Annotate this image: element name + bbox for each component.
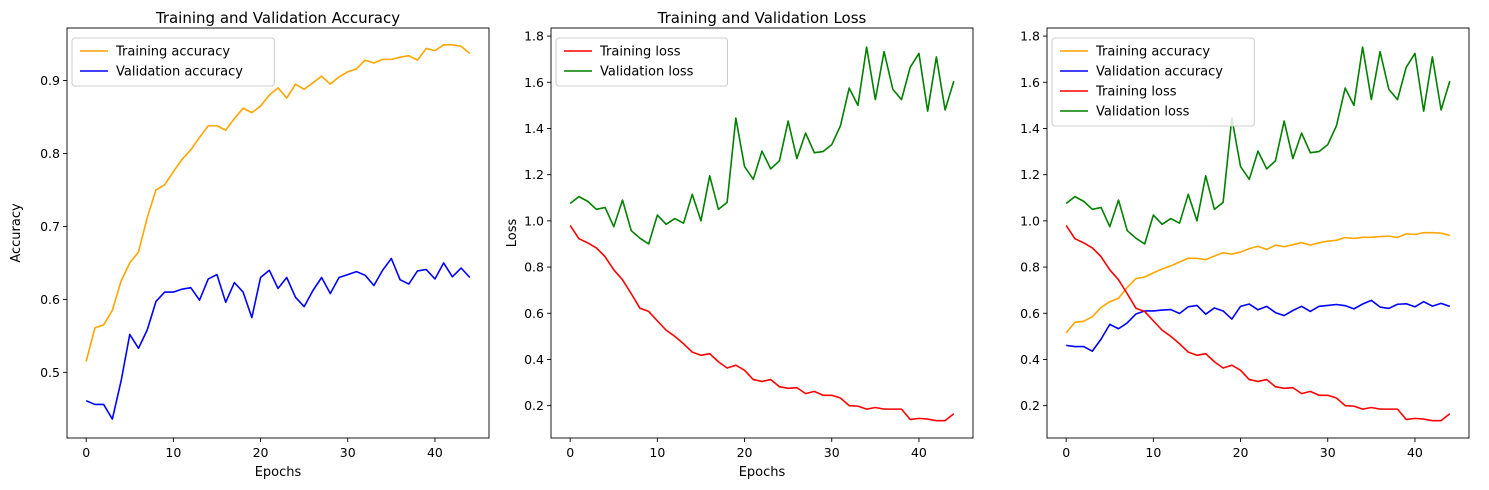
x-tick-label: 20 — [737, 445, 753, 460]
legend-label: Training loss — [599, 45, 681, 60]
plot-frame — [550, 27, 974, 439]
y-tick-label: 0.8 — [40, 146, 60, 161]
series-layer — [1065, 46, 1451, 422]
legend-frame — [71, 37, 275, 87]
chart-title: Training and Validation Loss — [657, 9, 867, 27]
y-tick-label: 1.8 — [524, 29, 544, 44]
panel-accuracy: Training and Validation Accuracy 0 10 20 30… — [9, 9, 490, 480]
panel-combined: 0 10 20 30 40 0.2 0.4 0.6 0.8 1.0 1.2 1.4 1.6 1.8 Tra… — [1020, 27, 1470, 460]
y-tick-label: 1.6 — [1020, 75, 1040, 90]
y-tick-label: 0.6 — [524, 306, 544, 321]
y-tick-label: 0.8 — [524, 260, 544, 275]
y-tick-label: 0.8 — [1020, 260, 1040, 275]
x-tick-label: 20 — [253, 445, 269, 460]
panel-loss: Training and Validation Loss 0 10 20 30 40 0.… — [505, 9, 974, 480]
x-tick-label: 20 — [1233, 445, 1249, 460]
chart-title: Training and Validation Accuracy — [155, 9, 400, 27]
y-tick-label: 0.2 — [1020, 398, 1040, 413]
series-line-train_acc — [1065, 231, 1451, 334]
series-line-train_acc — [85, 43, 471, 362]
y-tick-label: 1.2 — [1020, 167, 1040, 182]
y-tick-label: 0.4 — [1020, 352, 1040, 367]
series-line-val_loss — [569, 46, 955, 245]
y-tick-label: 0.5 — [40, 365, 60, 380]
y-tick-label: 0.2 — [524, 398, 544, 413]
legend-label: Validation loss — [600, 65, 694, 80]
x-axis-label: Epochs — [255, 465, 302, 480]
plot-frame — [1046, 27, 1470, 439]
legend-label: Validation loss — [1096, 105, 1190, 120]
y-tick-label: 0.6 — [1020, 306, 1040, 321]
legend-label: Validation accuracy — [1096, 65, 1223, 80]
legend: Training loss Validation loss — [555, 37, 728, 87]
y-tick-label: 1.2 — [524, 167, 544, 182]
x-tick-label: 10 — [649, 445, 665, 460]
series-layer — [569, 46, 955, 422]
ticks-layer: 0 10 20 30 40 0.5 0.6 0.7 0.8 0.9 — [40, 73, 443, 460]
x-tick-label: 40 — [911, 445, 927, 460]
x-tick-label: 30 — [824, 445, 840, 460]
x-tick-label: 10 — [1145, 445, 1161, 460]
legend-label: Training accuracy — [115, 45, 230, 60]
y-tick-label: 1.4 — [524, 121, 544, 136]
y-tick-label: 1.6 — [524, 75, 544, 90]
y-axis-label: Accuracy — [9, 203, 24, 263]
legend-label: Training loss — [1095, 85, 1177, 100]
y-tick-label: 0.7 — [40, 219, 60, 234]
legend: Training accuracy Validation accuracy Trai… — [1051, 37, 1255, 127]
y-tick-label: 1.8 — [1020, 29, 1040, 44]
ticks-layer: 0 10 20 30 40 0.2 0.4 0.6 0.8 1.0 1.2 1.4 1.6 1.8 — [1020, 29, 1423, 460]
plot-frame — [66, 27, 490, 439]
x-tick-label: 10 — [165, 445, 181, 460]
x-axis-label: Epochs — [739, 465, 786, 480]
x-tick-label: 0 — [566, 445, 574, 460]
series-line-train_loss — [1065, 225, 1451, 422]
ticks-layer: 0 10 20 30 40 0.2 0.4 0.6 0.8 1.0 1.2 1.4 1.6 1.8 — [524, 29, 927, 460]
legend-frame — [1051, 37, 1255, 127]
x-tick-label: 40 — [427, 445, 443, 460]
x-tick-label: 0 — [1062, 445, 1070, 460]
legend-frame — [555, 37, 728, 87]
series-line-val_loss — [1065, 46, 1451, 245]
legend: Training accuracy Validation accuracy — [71, 37, 275, 87]
series-line-val_acc — [85, 257, 471, 420]
x-tick-label: 30 — [340, 445, 356, 460]
y-axis-label: Loss — [505, 219, 520, 248]
y-tick-label: 0.6 — [40, 292, 60, 307]
y-tick-label: 0.9 — [40, 73, 60, 88]
y-tick-label: 1.4 — [1020, 121, 1040, 136]
series-line-val_acc — [1066, 299, 1451, 352]
y-tick-label: 1.0 — [524, 213, 544, 228]
x-tick-label: 0 — [82, 445, 90, 460]
series-line-train_loss — [569, 225, 955, 422]
series-layer — [85, 43, 471, 420]
y-tick-label: 0.4 — [524, 352, 544, 367]
x-tick-label: 30 — [1320, 445, 1336, 460]
y-tick-label: 1.0 — [1020, 213, 1040, 228]
x-tick-label: 40 — [1407, 445, 1423, 460]
legend-label: Validation accuracy — [116, 65, 243, 80]
legend-label: Training accuracy — [1095, 45, 1210, 60]
